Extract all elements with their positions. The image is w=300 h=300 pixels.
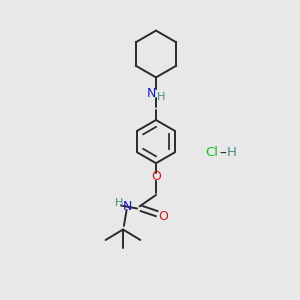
Text: O: O — [151, 170, 161, 184]
Text: N: N — [123, 200, 132, 213]
Text: Cl: Cl — [205, 146, 218, 159]
Text: H: H — [115, 198, 124, 208]
Text: H: H — [157, 92, 166, 102]
Text: O: O — [158, 209, 168, 223]
Text: N: N — [147, 87, 156, 100]
Text: H: H — [227, 146, 236, 159]
Text: –: – — [219, 147, 226, 160]
